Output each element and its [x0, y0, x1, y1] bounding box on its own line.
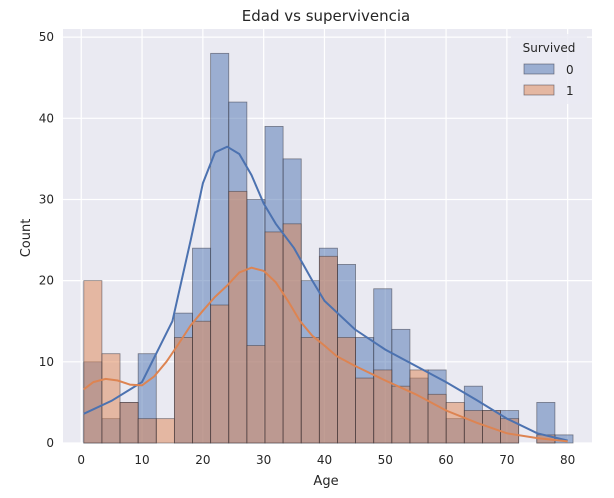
bar-series-1 — [264, 231, 284, 444]
bar-series-1 — [300, 337, 320, 444]
legend-label-1: 1 — [566, 84, 574, 98]
legend: Survived 0 1 — [511, 34, 587, 104]
bar-series-1 — [101, 353, 121, 444]
kde-line-series-1 — [83, 266, 568, 443]
y-tick-label: 0 — [46, 436, 54, 450]
bar-series-1 — [192, 320, 212, 444]
x-tick-label: 60 — [438, 453, 453, 467]
bar-series-1 — [119, 402, 139, 444]
x-axis-label: Age — [313, 474, 338, 489]
bar-series-1 — [337, 337, 356, 444]
legend-title: Survived — [523, 41, 576, 55]
bar-series-1 — [210, 304, 230, 444]
x-tick-label: 80 — [560, 453, 575, 467]
bar-series-1 — [373, 369, 393, 444]
y-tick-label: 50 — [39, 30, 54, 44]
bar-series-1 — [155, 418, 175, 444]
x-tick-label: 10 — [134, 453, 149, 467]
legend-swatch-1 — [523, 84, 555, 96]
bar-series-1 — [282, 223, 302, 444]
bar-series-1 — [391, 385, 411, 444]
x-tick-label: 20 — [195, 453, 210, 467]
chart-title: Edad vs supervivencia — [242, 7, 410, 25]
bar-series-1 — [445, 402, 465, 444]
kde-lines — [83, 145, 568, 443]
x-tick-label: 30 — [256, 453, 271, 467]
x-tick-label: 50 — [378, 453, 393, 467]
kde-line-series-0 — [83, 145, 568, 442]
legend-label-0: 0 — [566, 63, 574, 77]
x-tick-label: 70 — [499, 453, 514, 467]
y-tick-labels: 0 10 20 30 40 50 — [39, 30, 54, 450]
bar-series-1 — [409, 369, 429, 444]
x-tick-label: 40 — [317, 453, 332, 467]
y-tick-label: 40 — [39, 111, 54, 125]
bar-series-1 — [83, 280, 103, 444]
x-tick-label: 0 — [77, 453, 85, 467]
y-tick-label: 10 — [39, 355, 54, 369]
y-axis-label: Count — [19, 219, 34, 258]
bar-series-1 — [246, 345, 266, 444]
bar-series-1 — [463, 410, 483, 444]
legend-swatch-0 — [523, 63, 555, 75]
bar-series-1 — [137, 418, 157, 444]
bar-series-1 — [173, 337, 193, 444]
bar-series-1 — [228, 190, 248, 444]
bar-series-1 — [355, 377, 375, 444]
y-tick-label: 20 — [39, 274, 54, 288]
x-tick-labels: 0 10 20 30 40 50 60 70 80 — [77, 453, 575, 467]
y-tick-label: 30 — [39, 192, 54, 206]
